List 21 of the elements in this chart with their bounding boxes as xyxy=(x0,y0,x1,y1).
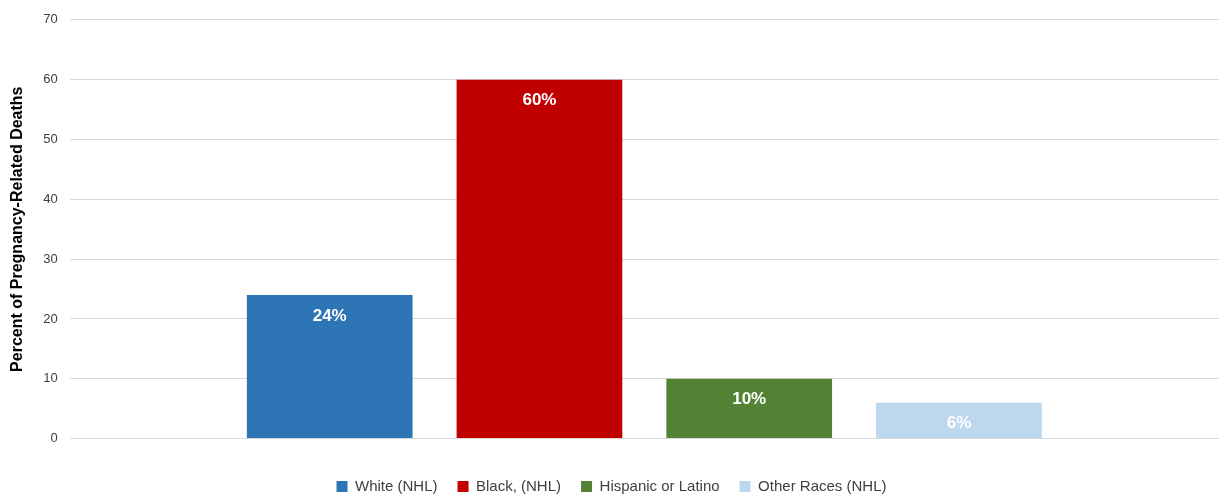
y-tick-label: 70 xyxy=(43,11,58,27)
y-tick-label: 0 xyxy=(50,430,58,446)
legend-label: White (NHL) xyxy=(355,476,438,494)
bar xyxy=(246,295,413,439)
data-label: 6% xyxy=(946,413,972,433)
legend-label: Black, (NHL) xyxy=(476,476,562,494)
y-tick-label: 60 xyxy=(43,71,58,87)
legend-label: Other Races (NHL) xyxy=(758,476,887,494)
data-label: 24% xyxy=(312,305,347,325)
y-tick-label: 50 xyxy=(43,131,58,147)
data-label: 10% xyxy=(732,389,767,409)
bar xyxy=(456,79,623,439)
y-tick-label: 30 xyxy=(43,250,58,266)
y-tick-label: 10 xyxy=(43,370,58,386)
y-tick-label: 20 xyxy=(43,310,58,326)
y-axis-title: Percent of Pregnancy-Related Deaths xyxy=(8,86,26,372)
legend-label: Hispanic or Latino xyxy=(599,476,720,494)
bar xyxy=(876,402,1042,439)
bar xyxy=(666,378,833,439)
y-tick-label: 40 xyxy=(43,190,58,206)
data-label: 60% xyxy=(522,90,557,110)
